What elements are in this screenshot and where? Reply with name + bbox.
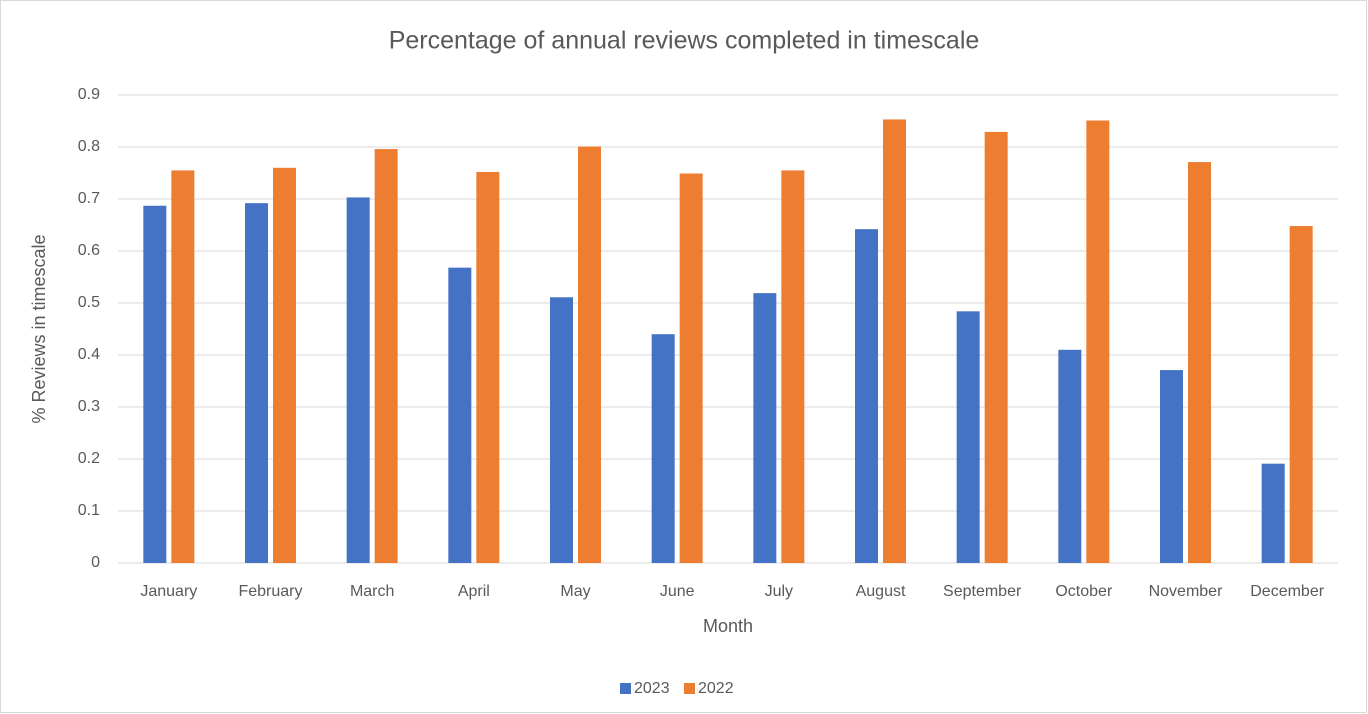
y-tick-label: 0 xyxy=(91,554,100,571)
bar xyxy=(883,119,906,563)
bar xyxy=(984,131,1008,564)
y-tick-label: 0.4 xyxy=(78,346,100,363)
x-tick-label: March xyxy=(350,583,394,600)
bar xyxy=(448,267,472,563)
legend-label: 2023 xyxy=(634,680,670,697)
legend-swatch xyxy=(620,683,631,694)
bar xyxy=(679,173,703,563)
bar xyxy=(143,205,167,563)
bar xyxy=(1289,226,1313,564)
bar xyxy=(1086,120,1110,563)
x-axis-title: Month xyxy=(703,616,753,636)
y-tick-label: 0.2 xyxy=(78,450,100,467)
y-tick-label: 0.9 xyxy=(78,86,100,103)
chart-title: Percentage of annual reviews completed i… xyxy=(389,27,980,55)
bar xyxy=(346,197,370,563)
bar xyxy=(1160,370,1183,563)
x-tick-label: January xyxy=(140,583,197,600)
bar xyxy=(550,297,573,563)
bar xyxy=(1188,162,1211,563)
bar xyxy=(245,203,268,563)
x-tick-label: June xyxy=(660,583,695,600)
legend-label: 2022 xyxy=(698,680,734,697)
x-tick-label: August xyxy=(856,583,906,600)
y-tick-label: 0.6 xyxy=(78,242,100,259)
bar xyxy=(781,170,805,563)
bar xyxy=(374,149,398,563)
y-tick-label: 0.8 xyxy=(78,138,100,155)
y-tick-label: 0.3 xyxy=(78,398,100,415)
x-tick-label: December xyxy=(1250,583,1324,600)
bar xyxy=(855,229,878,563)
bar xyxy=(651,334,675,563)
bar xyxy=(956,311,980,563)
y-axis-title: % Reviews in timescale xyxy=(29,234,49,423)
bar xyxy=(753,293,777,563)
x-tick-label: September xyxy=(943,583,1022,600)
bar xyxy=(1261,463,1285,563)
x-tick-label: November xyxy=(1149,583,1223,600)
y-tick-label: 0.7 xyxy=(78,190,100,207)
bar xyxy=(578,146,601,564)
bar xyxy=(273,167,296,564)
bar xyxy=(476,171,500,563)
y-tick-label: 0.1 xyxy=(78,502,100,519)
x-tick-label: February xyxy=(238,583,302,600)
bar xyxy=(171,170,195,563)
legend-swatch xyxy=(684,683,695,694)
x-tick-label: May xyxy=(560,583,590,600)
bar xyxy=(1058,349,1082,563)
x-tick-label: October xyxy=(1055,583,1113,600)
x-tick-label: July xyxy=(765,583,793,600)
x-tick-label: April xyxy=(458,583,490,600)
y-tick-label: 0.5 xyxy=(78,294,100,311)
